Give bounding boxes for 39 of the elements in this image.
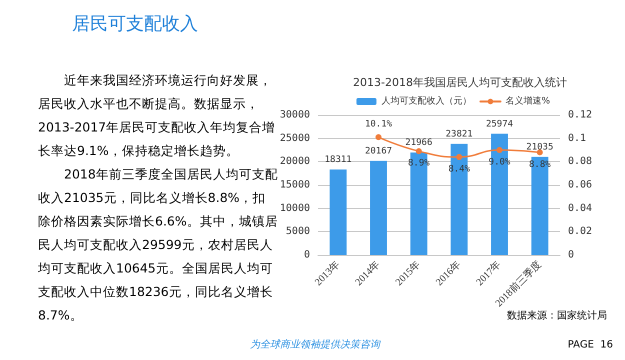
point [456, 154, 462, 160]
y-tick-label: 10000 [280, 202, 310, 214]
source-note: 数据来源：国家统计局 [507, 310, 607, 322]
data-label: 20167 [364, 146, 392, 156]
chart-title: 2013-2018年我国居民人均可支配收入统计 [353, 76, 567, 89]
y-tick-label: 30000 [280, 110, 310, 120]
y-tick-label: 5000 [286, 226, 310, 238]
y2-tick-label: 0.02 [568, 226, 592, 238]
legend-label: 人均可支配收入（元） [381, 96, 472, 106]
y-tick-label: 15000 [280, 180, 310, 190]
text: 近年来我国经济环境运行向好发展，居民收入水平也不断提高。数据显示，2013-2017年居民可支配收入年均复合增长率达9.1%，保持稳定增长趋势。 [38, 72, 276, 158]
y-tick-label: 0 [304, 250, 310, 260]
bar [370, 160, 387, 255]
legend-label: 名义增速% [505, 96, 550, 106]
y2-tick-label: 0.1 [568, 132, 586, 144]
data-label: 21966 [405, 138, 432, 148]
data-label: 10.1% [364, 120, 393, 130]
data-label: 23821 [446, 129, 473, 140]
point [496, 147, 502, 153]
y2-tick-label: 0.04 [568, 202, 592, 214]
text: 为全球商业领袖提供决策咨询 [250, 338, 381, 350]
bar [531, 156, 548, 255]
bar [450, 144, 468, 255]
text: PAGE 16 [568, 340, 614, 350]
point [416, 148, 422, 154]
data-label: 21035 [526, 142, 554, 152]
y2-tick-label: 0.12 [568, 110, 592, 120]
y2-tick-label: 0 [568, 250, 574, 260]
data-label: 25974 [486, 119, 514, 130]
point [376, 134, 382, 140]
text: 2018年前三季度全国居民人均可支配收入21035元，同比名义增长8.8%，扣除价格因素实际增长6.6%。其中，城镇居民人均可支配收入29599元，农村居民人均可支配收入10645元。全国居民人均可支配收入中位数18236元，同比名义增长8.7%。 [37, 166, 278, 322]
y-tick-label: 25000 [280, 132, 310, 144]
bar [410, 152, 428, 255]
y2-tick-label: 0.08 [568, 156, 592, 168]
bar [330, 170, 347, 255]
y-tick-label: 20000 [280, 156, 310, 168]
text: 居民可支配收入 [72, 14, 198, 34]
data-label: 18311 [324, 155, 352, 166]
y2-tick-label: 0.06 [568, 180, 592, 190]
